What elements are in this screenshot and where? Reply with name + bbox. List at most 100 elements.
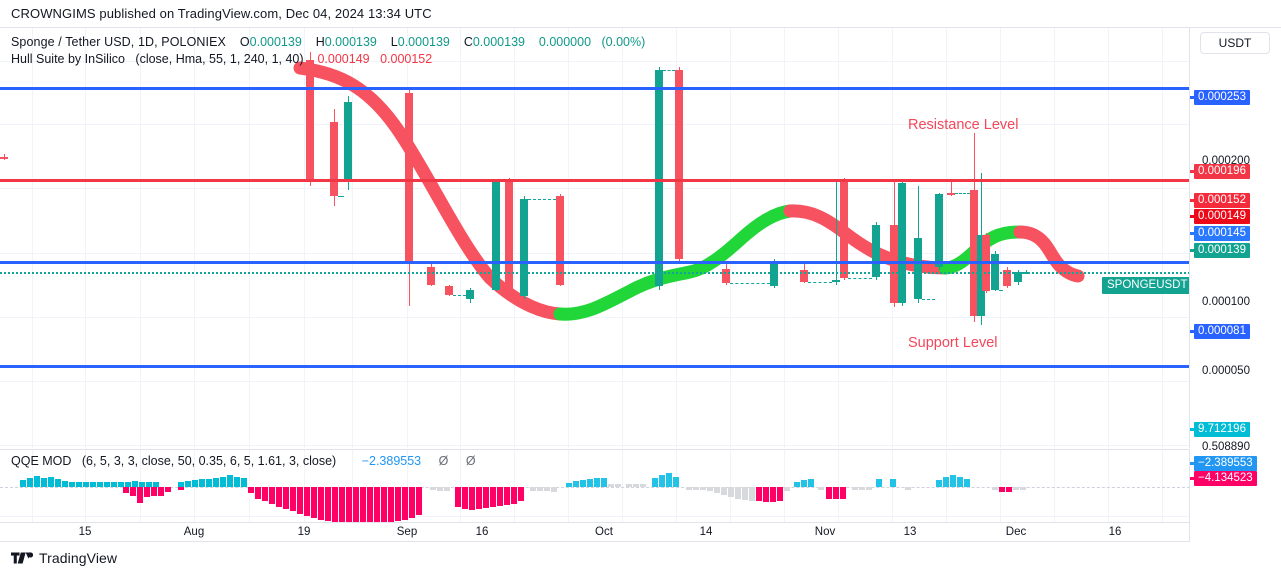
gridline-vertical: [352, 28, 353, 448]
close-marker-dash: [453, 294, 466, 296]
gridline-vertical: [32, 28, 33, 448]
candle-body: [1014, 271, 1022, 282]
tradingview-wordmark: TradingView: [39, 549, 118, 566]
gridline-vertical: [730, 28, 731, 448]
price-axis-tag[interactable]: 0.000145: [1194, 226, 1250, 241]
candle-body: [492, 181, 500, 290]
time-axis-label: 16: [1108, 526, 1122, 538]
annotation-label[interactable]: Resistance Level: [908, 117, 1019, 133]
price-axis-tick: [1190, 330, 1194, 333]
candle-body: [872, 225, 880, 277]
histogram-bar: [132, 481, 138, 487]
publish-bar: CROWNGIMS published on TradingView.com, …: [0, 0, 1281, 27]
gridline-horizontal: [0, 253, 1189, 254]
histogram-bar: [146, 482, 152, 487]
histogram-bar: [794, 482, 800, 487]
price-axis[interactable]: USDT 0.000253 0.000200 0.000196 0.000152 0.0…: [1190, 28, 1281, 543]
price-axis-tag[interactable]: 0.000100: [1202, 296, 1250, 308]
close-marker-dash: [413, 260, 427, 262]
histogram-bar: [652, 478, 658, 487]
price-axis-tick: [1190, 462, 1194, 465]
candle-body: [1003, 270, 1011, 287]
publish-credit-text: CROWNGIMS published on TradingView.com, …: [11, 6, 432, 21]
footer: TradingView: [0, 542, 1281, 573]
histogram-bar: [455, 487, 461, 507]
candle-body: [344, 102, 352, 180]
histogram-bar: [262, 487, 268, 501]
histogram-bar: [325, 487, 331, 521]
currency-selector[interactable]: USDT: [1200, 32, 1270, 54]
histogram-bar: [83, 482, 89, 487]
gridline-vertical: [194, 28, 195, 448]
histogram-bar: [735, 487, 741, 499]
price-axis-tag[interactable]: 0.000149: [1194, 209, 1250, 224]
histogram-bar: [360, 487, 366, 522]
tradingview-logo[interactable]: TradingView: [11, 550, 117, 566]
candle-body: [800, 270, 808, 282]
eye-icon-2[interactable]: Ø: [465, 454, 476, 468]
histogram-bar: [290, 487, 296, 511]
close-marker-dash: [730, 283, 770, 285]
price-axis-tag[interactable]: 0.000081: [1194, 324, 1250, 339]
level-line-support[interactable]: [0, 364, 1189, 368]
time-axis[interactable]: 15 Aug 19 Sep 16 Oct 14 Nov 13 Dec 16: [0, 522, 1190, 543]
histogram-bar: [388, 487, 394, 522]
candle-body: [970, 189, 978, 316]
level-line-mid-support[interactable]: [0, 261, 1189, 265]
candle-body: [935, 194, 943, 268]
gridline-horizontal: [0, 317, 1189, 318]
annotation-label[interactable]: Support Level: [908, 335, 998, 351]
gridline-horizontal: [0, 188, 1189, 189]
histogram-bar: [544, 487, 550, 491]
candle-body: [675, 70, 683, 259]
gridline-vertical: [784, 450, 785, 522]
price-axis-tag[interactable]: −4.134523: [1194, 471, 1257, 486]
price-axis-tag[interactable]: 0.000152: [1194, 193, 1250, 208]
price-axis-tag[interactable]: 9.712196: [1194, 422, 1250, 437]
histogram-bar: [27, 478, 33, 487]
price-axis-tag[interactable]: 0.000139: [1194, 243, 1250, 258]
close-marker-dash: [848, 278, 872, 280]
price-axis-tag[interactable]: 0.508890: [1202, 441, 1250, 453]
gridline-vertical: [622, 450, 623, 522]
histogram-bar: [241, 478, 247, 487]
close-marker-dash: [663, 70, 675, 71]
indicator-legend[interactable]: QQE MOD (6, 5, 3, 3, close, 50, 0.35, 6,…: [11, 454, 476, 468]
eye-icon-1[interactable]: Ø: [438, 454, 449, 468]
price-pane[interactable]: Resistance Level Support Level SPONGEUSDT…: [0, 28, 1190, 448]
gridline-vertical: [249, 28, 250, 448]
histogram-bar: [125, 482, 131, 487]
gridline-vertical: [838, 28, 839, 448]
candle-body: [840, 179, 848, 279]
price-axis-tick: [1190, 170, 1194, 173]
histogram-bar: [700, 487, 706, 490]
price-axis-tag[interactable]: 0.000253: [1194, 90, 1250, 105]
candle-body: [655, 70, 663, 287]
time-axis-label: Nov: [814, 526, 836, 538]
histogram-bar: [178, 487, 184, 490]
histogram-bar: [255, 487, 261, 499]
level-line-close-level[interactable]: [0, 271, 1189, 274]
price-axis-tag[interactable]: −2.389553: [1194, 456, 1257, 471]
histogram-bar: [551, 487, 557, 492]
histogram-bar: [497, 487, 503, 506]
price-axis-tag[interactable]: 0.000050: [1202, 365, 1250, 377]
histogram-bar: [144, 487, 150, 497]
histogram-bar: [469, 487, 475, 510]
level-line-upper-resistance[interactable]: [0, 86, 1189, 90]
price-axis-tag[interactable]: 0.000196: [1194, 164, 1250, 179]
level-line-resistance[interactable]: [0, 178, 1189, 182]
qqe-mod-pane[interactable]: QQE MOD (6, 5, 3, 3, close, 50, 0.35, 6,…: [0, 449, 1190, 522]
gridline-vertical: [784, 28, 785, 448]
gridline-vertical: [838, 450, 839, 522]
histogram-bar: [297, 487, 303, 514]
histogram-bar: [770, 487, 776, 502]
histogram-bar: [957, 477, 963, 487]
histogram-bar: [615, 484, 621, 487]
indicator-value: −2.389553: [361, 454, 422, 468]
gridline-vertical: [85, 28, 86, 448]
histogram-bar: [90, 482, 96, 487]
histogram-bar: [192, 480, 198, 487]
histogram-bar: [530, 487, 536, 491]
time-axis-label: Aug: [183, 526, 205, 538]
